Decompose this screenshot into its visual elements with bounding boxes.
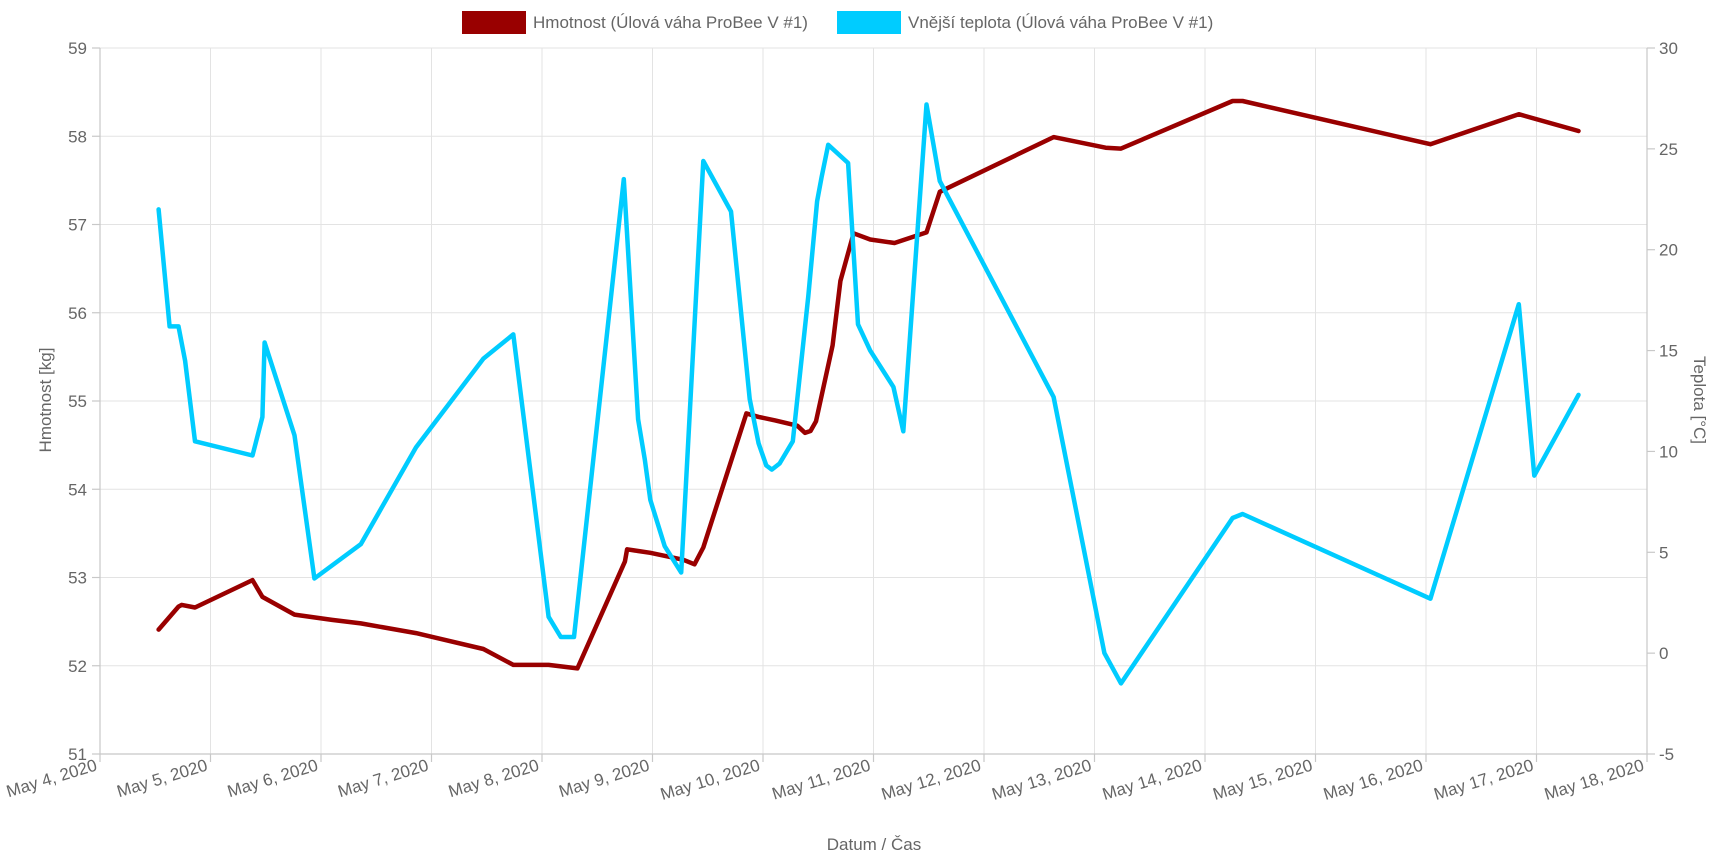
y-axis-left-title: Hmotnost [kg]: [36, 348, 55, 453]
legend-label-temperature[interactable]: Vnější teplota (Úlová váha ProBee V #1): [908, 13, 1213, 32]
y-left-tick-label: 55: [68, 392, 87, 411]
y-left-tick-label: 51: [68, 745, 87, 764]
y-left-tick-label: 57: [68, 216, 87, 235]
x-tick-label: May 6, 2020: [225, 756, 320, 802]
x-tick-label: May 13, 2020: [990, 756, 1094, 804]
x-tick-label: May 15, 2020: [1211, 756, 1315, 804]
series-layer: [156, 98, 1581, 686]
x-axis-title: Datum / Čas: [827, 835, 921, 854]
legend-label-weight[interactable]: Hmotnost (Úlová váha ProBee V #1): [533, 13, 808, 32]
x-tick-label: May 9, 2020: [557, 756, 652, 802]
y-left-tick-label: 56: [68, 304, 87, 323]
x-tick-label: May 16, 2020: [1321, 756, 1425, 804]
y-left-tick-label: 59: [68, 39, 87, 58]
y-left-tick-label: 52: [68, 657, 87, 676]
y-left-tick-label: 53: [68, 569, 87, 588]
x-tick-label: May 8, 2020: [446, 756, 541, 802]
y-right-tick-label: 10: [1659, 442, 1678, 461]
x-tick-label: May 11, 2020: [770, 756, 873, 804]
x-tick-label: May 10, 2020: [658, 756, 762, 804]
y-right-tick-label: 5: [1659, 543, 1668, 562]
grid: [99, 47, 1648, 755]
y-left-tick-label: 58: [68, 127, 87, 146]
x-tick-label: May 17, 2020: [1432, 756, 1536, 804]
legend-swatch-weight[interactable]: [462, 11, 526, 34]
y-right-tick-label: 0: [1659, 644, 1668, 663]
y-axis-right-title: Teplota [°C]: [1690, 356, 1709, 444]
y-right-tick-label: 30: [1659, 39, 1678, 58]
y-right-tick-label: 25: [1659, 140, 1678, 159]
series-line-weight[interactable]: [156, 98, 1581, 671]
x-tick-label: May 4, 2020: [4, 756, 99, 802]
x-tick-label: May 5, 2020: [115, 756, 210, 802]
x-tick-label: May 12, 2020: [879, 756, 983, 804]
series-line-temperature[interactable]: [156, 102, 1581, 686]
x-tick-label: May 7, 2020: [336, 756, 431, 802]
legend-swatch-temperature[interactable]: [837, 11, 901, 34]
x-tick-label: May 14, 2020: [1100, 756, 1204, 804]
y-left-tick-label: 54: [68, 480, 87, 499]
legend[interactable]: Hmotnost (Úlová váha ProBee V #1) Vnější…: [462, 11, 1213, 34]
y-right-tick-label: 15: [1659, 342, 1678, 361]
x-tick-label: May 18, 2020: [1542, 756, 1646, 804]
y-right-tick-label: -5: [1659, 745, 1674, 764]
y-right-tick-label: 20: [1659, 241, 1678, 260]
